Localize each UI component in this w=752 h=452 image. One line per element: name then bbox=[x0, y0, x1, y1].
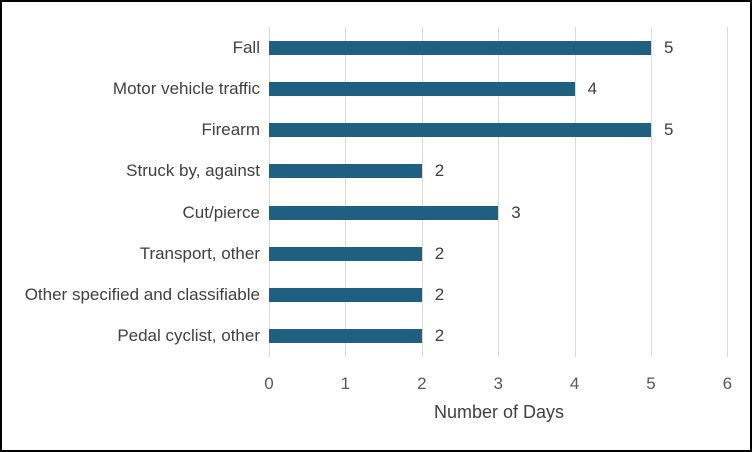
data-label: 3 bbox=[511, 202, 521, 222]
data-label: 2 bbox=[434, 161, 445, 181]
gridline-x-3 bbox=[498, 27, 500, 357]
data-label: 2 bbox=[434, 243, 445, 263]
x-tick-label: 6 bbox=[722, 374, 733, 393]
bar-motor-vehicle-traffic bbox=[269, 81, 575, 96]
gridline-x-0 bbox=[269, 27, 270, 357]
data-label: 2 bbox=[434, 285, 445, 305]
gridline-x-4 bbox=[574, 27, 576, 357]
category-label: Cut/pierce bbox=[182, 202, 260, 222]
bar-firearm bbox=[269, 123, 651, 138]
category-label: Motor vehicle traffic bbox=[112, 78, 260, 98]
bar-struck-by-against bbox=[269, 164, 422, 179]
gridline-x-2 bbox=[421, 27, 423, 357]
category-label: Struck by, against bbox=[126, 161, 260, 181]
category-label: Firearm bbox=[201, 120, 260, 140]
bar-transport-other bbox=[269, 246, 422, 261]
data-label: 5 bbox=[664, 120, 674, 140]
bar-fall bbox=[269, 40, 651, 55]
category-label: Pedal cyclist, other bbox=[117, 326, 260, 346]
bar-pedal-cyclist-other bbox=[269, 329, 422, 344]
x-tick-label: 5 bbox=[646, 374, 656, 393]
data-label: 2 bbox=[434, 326, 445, 346]
bar-other-specified-and-classifiable bbox=[269, 288, 422, 303]
x-tick-label: 0 bbox=[264, 374, 274, 393]
x-tick-label: 3 bbox=[493, 374, 503, 393]
gridline-x-5 bbox=[651, 27, 652, 357]
category-label: Transport, other bbox=[139, 243, 260, 263]
data-label: 4 bbox=[587, 78, 598, 98]
x-tick-label: 1 bbox=[340, 374, 351, 393]
gridline-x-1 bbox=[345, 27, 347, 357]
category-label: Fall bbox=[232, 37, 260, 57]
x-axis-title: Number of Days bbox=[433, 402, 565, 422]
x-tick-label: 4 bbox=[569, 374, 580, 393]
gridline-x-6 bbox=[727, 27, 729, 357]
bar-cut-pierce bbox=[269, 205, 499, 220]
data-label: 5 bbox=[664, 37, 674, 57]
category-label: Other specified and classifiable bbox=[24, 285, 260, 305]
x-tick-label: 2 bbox=[417, 374, 427, 393]
